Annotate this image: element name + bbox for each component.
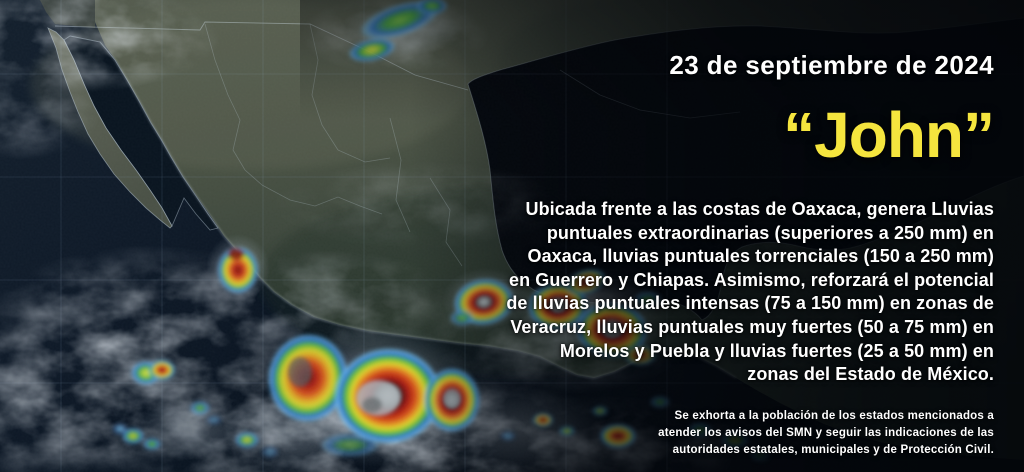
forecast-line: zonas del Estado de México. [747, 364, 994, 385]
advisory-text: Se exhorta a la población de los estados… [658, 408, 994, 459]
advisory-line: Se exhorta a la población de los estados… [674, 410, 994, 422]
forecast-line: Oaxaca, lluvias puntuales torrenciales (… [527, 246, 994, 267]
forecast-line: en Guerrero y Chiapas. Asimismo, reforza… [509, 269, 994, 290]
storm-name-title: “John” [783, 99, 995, 171]
forecast-line: Morelos y Puebla y lluvias fuertes (25 a… [559, 340, 994, 361]
advisory-line: autoridades estatales, municipales y de … [672, 444, 994, 456]
forecast-line: Veracruz, lluvias puntuales muy fuertes … [510, 316, 994, 337]
forecast-line: Ubicada frente a las costas de Oaxaca, g… [525, 199, 994, 219]
advisory-line: atender los avisos del SMN y seguir las … [658, 427, 994, 439]
report-date: 23 de septiembre de 2024 [669, 50, 994, 80]
top-shade-overlay [300, 0, 1024, 120]
forecast-line: puntuales extraordinarias (superiores a … [546, 222, 994, 243]
forecast-line: de lluvias puntuales intensas (75 a 150 … [506, 293, 994, 314]
forecast-text: Ubicada frente a las costas de Oaxaca, g… [506, 198, 994, 387]
